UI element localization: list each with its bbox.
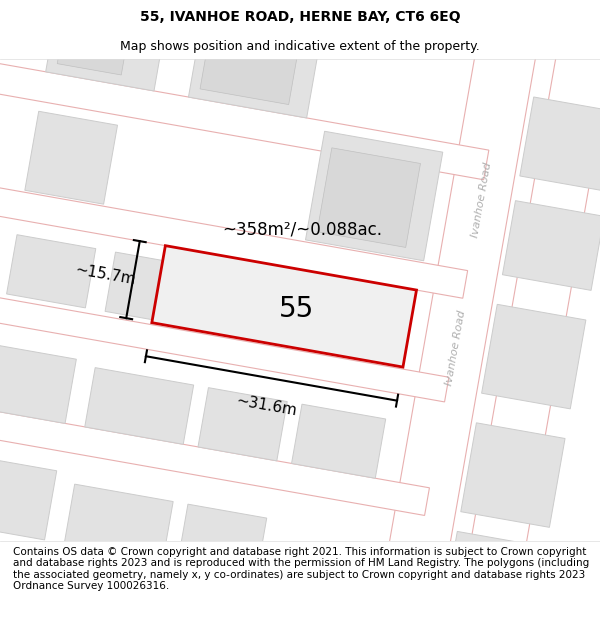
Polygon shape <box>0 288 449 402</box>
Polygon shape <box>0 399 430 516</box>
Polygon shape <box>317 148 421 248</box>
Polygon shape <box>191 267 308 336</box>
Polygon shape <box>305 131 443 261</box>
Polygon shape <box>457 50 600 625</box>
Polygon shape <box>105 252 214 329</box>
Polygon shape <box>64 484 173 561</box>
Polygon shape <box>198 388 287 461</box>
Polygon shape <box>520 97 600 192</box>
Polygon shape <box>292 404 386 478</box>
Text: Ivanhoe Road: Ivanhoe Road <box>445 309 467 386</box>
Polygon shape <box>46 0 172 91</box>
Polygon shape <box>482 304 586 409</box>
Polygon shape <box>377 36 538 619</box>
Polygon shape <box>57 0 134 75</box>
Polygon shape <box>200 15 302 104</box>
Polygon shape <box>0 61 489 180</box>
Text: Map shows position and indicative extent of the property.: Map shows position and indicative extent… <box>120 40 480 52</box>
Text: Ivanhoe Road: Ivanhoe Road <box>470 161 494 238</box>
Polygon shape <box>443 531 546 625</box>
Polygon shape <box>25 111 118 204</box>
Polygon shape <box>0 457 57 540</box>
Polygon shape <box>218 272 308 345</box>
Polygon shape <box>0 182 467 298</box>
Text: ~15.7m: ~15.7m <box>74 262 137 288</box>
Polygon shape <box>85 368 194 444</box>
Polygon shape <box>312 289 406 362</box>
Polygon shape <box>178 504 267 578</box>
Polygon shape <box>188 0 324 118</box>
Text: Contains OS data © Crown copyright and database right 2021. This information is : Contains OS data © Crown copyright and d… <box>13 546 589 591</box>
Text: 55: 55 <box>279 294 314 322</box>
Text: ~358m²/~0.088ac.: ~358m²/~0.088ac. <box>223 220 382 238</box>
Polygon shape <box>152 246 416 367</box>
Polygon shape <box>461 423 565 528</box>
Polygon shape <box>0 345 76 423</box>
Polygon shape <box>502 201 600 291</box>
Polygon shape <box>7 235 96 308</box>
Text: 55, IVANHOE ROAD, HERNE BAY, CT6 6EQ: 55, IVANHOE ROAD, HERNE BAY, CT6 6EQ <box>140 9 460 24</box>
Text: ~31.6m: ~31.6m <box>235 393 298 419</box>
